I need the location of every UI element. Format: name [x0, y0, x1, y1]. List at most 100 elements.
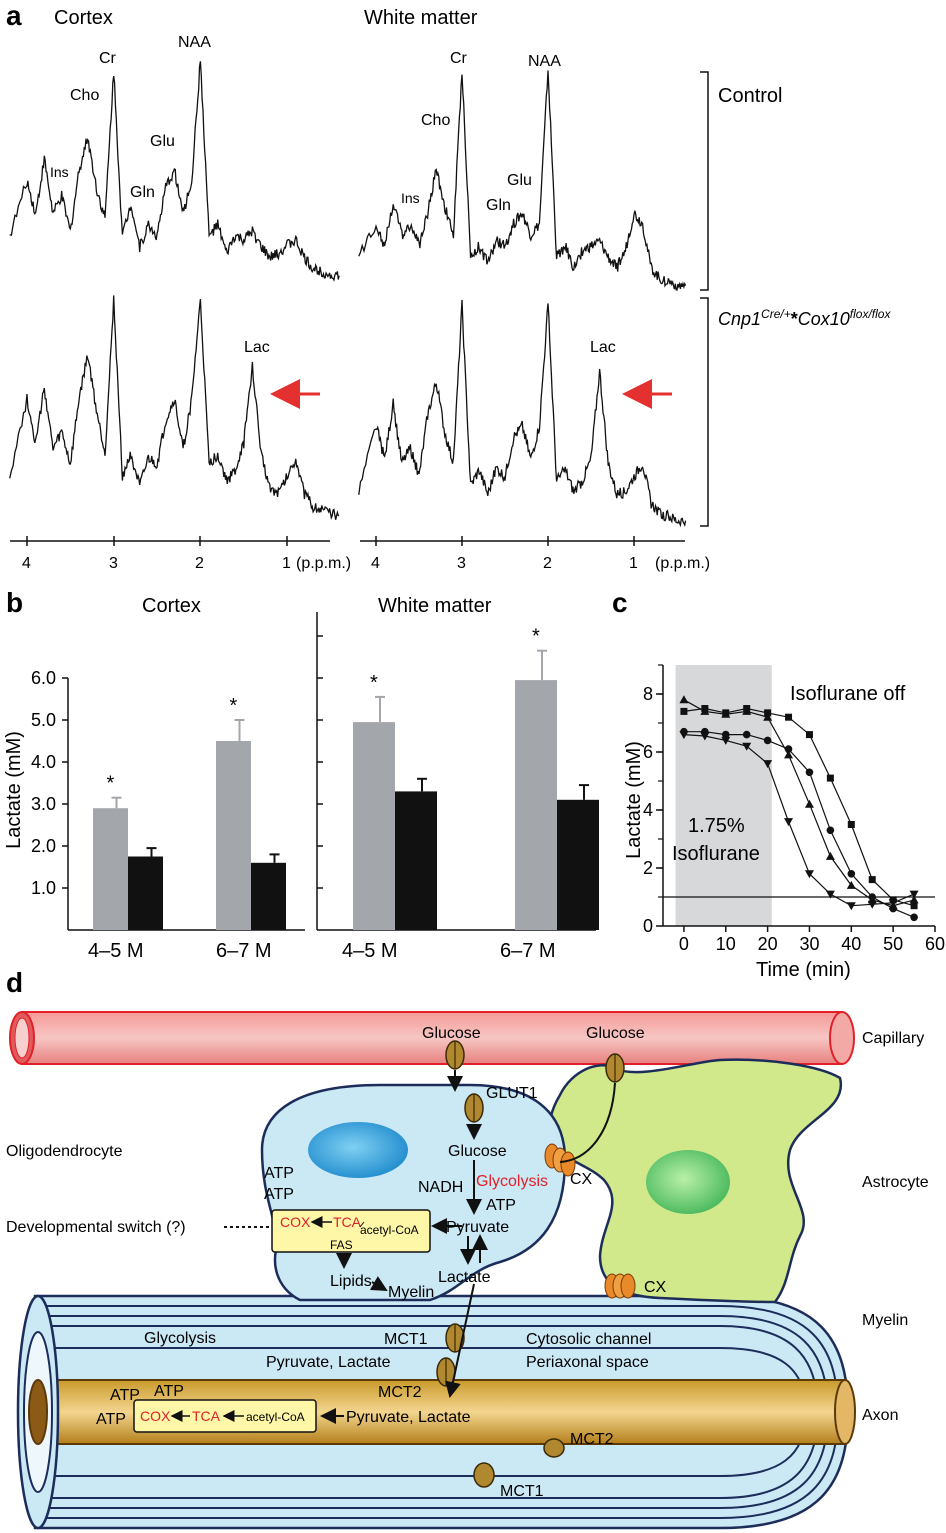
capillary-label: Capillary: [862, 1030, 924, 1047]
spectrum-wm-mutant: [358, 299, 687, 528]
panel-c-plot: 0 10 20 30 40 50 60 0 2 4 6 8: [643, 664, 945, 954]
d-cytosolic: Cytosolic channel: [526, 1331, 651, 1348]
isoflurane-shaded-region: [675, 665, 772, 926]
data-point-circle: [910, 913, 918, 922]
data-point-triangle-down: [846, 902, 856, 911]
data-point-triangle-down: [784, 818, 794, 827]
panel-d-letter: d: [6, 967, 23, 998]
d-periaxonal: Periaxonal space: [526, 1354, 649, 1371]
d-glut1: GLUT1: [486, 1085, 538, 1102]
panel-b-ytick-label: 2.0: [31, 836, 56, 856]
panel-c-xtick-label: 0: [679, 934, 689, 954]
spectrum-trace: [358, 70, 687, 291]
spectrum-cortex-control: [9, 61, 340, 282]
data-point-square: [680, 707, 688, 715]
d-pyruvate: Pyruvate: [446, 1219, 509, 1236]
capillary: [9, 1011, 855, 1065]
d-glycolysis-black: Glycolysis: [144, 1330, 216, 1347]
panel-a-letter: a: [6, 0, 22, 31]
transporter-glucose-capillary: [445, 1040, 465, 1070]
data-point-triangle-down: [909, 890, 919, 899]
data-point-triangle-down: [763, 760, 773, 769]
peak-label-ins-wm: Ins: [401, 190, 420, 206]
peak-label-ins-cortex: Ins: [50, 164, 69, 180]
bar: [557, 799, 599, 930]
panel-b-bars: * * * *: [93, 626, 599, 930]
data-point-circle: [868, 893, 877, 901]
spectrum-trace: [9, 295, 340, 521]
peak-label-gln-wm: Gln: [486, 197, 511, 214]
spectrum-trace: [358, 299, 687, 528]
capillary-lumen: [14, 1017, 30, 1059]
bar: [128, 856, 163, 930]
d-pyruvate-lactate-2: Pyruvate, Lactate: [346, 1409, 471, 1426]
spectrum-cortex-mutant: [9, 295, 340, 521]
data-point-triangle-up: [825, 851, 835, 860]
data-point-triangle-up: [784, 750, 794, 759]
astrocyte-label: Astrocyte: [862, 1174, 929, 1191]
mutant-label-sup1: Cre/+: [761, 307, 791, 321]
control-bracket: [700, 71, 709, 291]
mutant-label-gene1: Cnp1: [718, 309, 761, 329]
bar: [93, 808, 128, 930]
panel-c-ytick-label: 2: [643, 858, 653, 878]
peak-label-cr-cortex: Cr: [99, 50, 117, 67]
data-point-square: [826, 774, 834, 782]
data-point-triangle-down: [804, 870, 814, 879]
peak-label-naa-wm: NAA: [528, 53, 561, 70]
data-point-square: [805, 731, 813, 739]
data-point-square: [785, 713, 793, 721]
panel-c-ytick-label: 4: [643, 800, 653, 820]
arrow-lipids-to-myelin: [369, 1276, 388, 1291]
peak-label-lac-wm: Lac: [590, 339, 616, 356]
connexin-upper: [544, 1143, 576, 1177]
panel-b-ytick-label: 1.0: [31, 878, 56, 898]
significance-star: *: [370, 672, 378, 694]
peak-label-cho-wm: Cho: [421, 112, 450, 129]
bar: [515, 680, 557, 930]
data-point-triangle-up: [679, 695, 689, 704]
peak-label-cr-wm: Cr: [450, 50, 468, 67]
d-myelin-small: Myelin: [388, 1284, 434, 1301]
panel-c-ylabel: Lactate (mM): [623, 741, 645, 859]
axon-label: Axon: [862, 1407, 898, 1424]
oligo-fas: FAS: [330, 1238, 353, 1252]
d-pyruvate-lactate-1: Pyruvate, Lactate: [266, 1354, 391, 1371]
mutant-label-gene2: Cox10: [798, 309, 850, 329]
data-point-triangle-up: [909, 895, 919, 904]
significance-star: *: [230, 695, 238, 717]
data-point-triangle-down: [825, 890, 835, 899]
ppm-axis-left: 4 3 2 1 (p.p.m.): [10, 536, 351, 572]
panel-b-ytick-label: 4.0: [31, 752, 56, 772]
d-atp-left-2: ATP: [264, 1186, 294, 1203]
data-point-triangle-down: [888, 899, 898, 908]
panel-c-ytick-label: 8: [643, 684, 653, 704]
d-cx-lower: CX: [644, 1279, 667, 1296]
d-glucose-astrocyte: Glucose: [586, 1025, 645, 1042]
panel-c-xtick-label: 20: [758, 934, 778, 954]
d-glucose-capillary: Glucose: [422, 1025, 481, 1042]
panel-b-ytick-label: 5.0: [31, 710, 56, 730]
d-glycolysis-red: Glycolysis: [476, 1173, 548, 1190]
data-point-triangle-down: [679, 731, 689, 740]
data-point-triangle-up: [742, 706, 752, 715]
d-atp-oligo: ATP: [486, 1197, 516, 1214]
ppm-tick-label-left: 4: [22, 555, 31, 572]
connexin-lower: [604, 1273, 636, 1299]
significance-star: *: [107, 773, 115, 795]
panel-a-left-title: Cortex: [54, 7, 113, 29]
oligodendrocyte-label: Oligodendrocyte: [6, 1143, 123, 1160]
panel-b-right-title: White matter: [378, 595, 492, 617]
transporter-glut1: [464, 1093, 484, 1123]
axon-acetyl: acetyl-CoA: [246, 1410, 305, 1424]
significance-star: *: [532, 626, 540, 648]
data-point-triangle-up: [846, 880, 856, 889]
panel-b-ylabel: Lactate (mM): [3, 731, 25, 849]
data-point-square: [847, 821, 855, 828]
panel-c-annotation: Isoflurane off: [790, 683, 906, 705]
capillary-right-end: [829, 1011, 855, 1065]
ppm-tick-label-right: 2: [543, 555, 552, 572]
ppm-tick-label-right: 4: [371, 555, 380, 572]
axon-cox: COX: [140, 1408, 171, 1424]
data-point-triangle-up: [804, 799, 814, 808]
